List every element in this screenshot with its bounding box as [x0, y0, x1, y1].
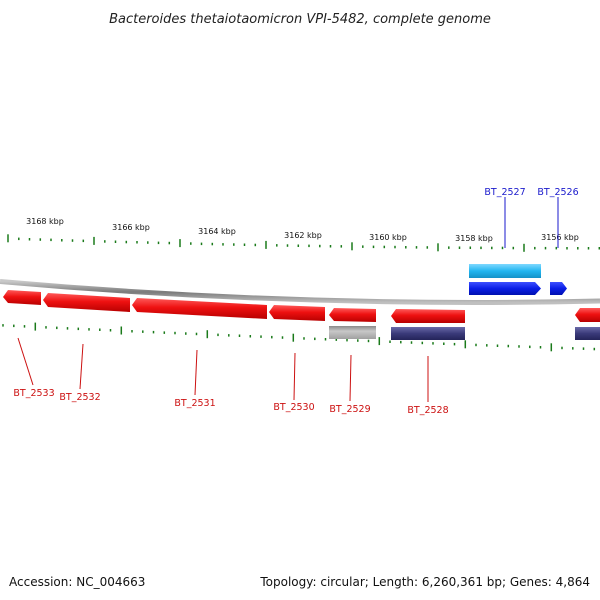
gene-label-bt-2532[interactable]: BT_2532 [59, 392, 100, 403]
gene-arrow-offscreen[interactable] [575, 308, 600, 322]
gene-arrow-bt-2526[interactable] [550, 282, 567, 295]
accession-text: Accession: NC_004663 [9, 575, 145, 589]
reverse-gene-arrows [3, 290, 600, 323]
outer-tick-ring [7, 234, 600, 252]
label-line-bt-2529 [349, 354, 352, 402]
gene-label-bt-2533[interactable]: BT_2533 [13, 388, 54, 399]
inner-tick-ring [2, 322, 596, 352]
genome-title: Bacteroides thetaiotaomicron VPI-5482, c… [109, 12, 491, 27]
genome-backbone [0, 279, 600, 305]
kbp-label-3160: 3160 kbp [369, 233, 407, 242]
cds-offscreen[interactable] [575, 327, 600, 340]
gene-arrow-bt-2532[interactable] [43, 293, 130, 312]
cds-bt-2529[interactable] [329, 326, 376, 339]
label-line-bt-2531 [194, 349, 198, 396]
gene-label-bt-2528[interactable]: BT_2528 [407, 405, 448, 416]
gene-arrow-bt-2533[interactable] [3, 290, 41, 305]
kbp-label-3158: 3158 kbp [455, 234, 493, 243]
gene-label-bt-2526[interactable]: BT_2526 [537, 187, 578, 198]
kbp-label-3168: 3168 kbp [26, 217, 64, 226]
gene-arrow-bt-2527[interactable] [469, 282, 541, 295]
kbp-label-3162: 3162 kbp [284, 231, 322, 240]
label-line-bt-2533 [17, 337, 34, 386]
gene-label-bt-2527[interactable]: BT_2527 [484, 187, 525, 198]
cds-bt-2528[interactable] [391, 327, 465, 340]
label-line-bt-2532 [79, 343, 84, 390]
reverse-label-lines [17, 337, 429, 402]
gene-arrow-bt-2529[interactable] [329, 308, 376, 322]
kbp-labels: 3168 kbp 3166 kbp 3164 kbp 3162 kbp 3160… [26, 217, 579, 243]
gene-arrow-bt-2531[interactable] [132, 298, 267, 319]
genome-info-text: Topology: circular; Length: 6,260,361 bp… [259, 575, 590, 589]
gene-arrow-bt-2528[interactable] [391, 309, 465, 323]
cds-bt-2527[interactable] [469, 264, 541, 278]
gene-label-bt-2529[interactable]: BT_2529 [329, 404, 370, 415]
kbp-label-3166: 3166 kbp [112, 223, 150, 232]
kbp-label-3164: 3164 kbp [198, 227, 236, 236]
gene-label-bt-2530[interactable]: BT_2530 [273, 402, 314, 413]
label-line-bt-2530 [293, 352, 296, 401]
gene-label-bt-2531[interactable]: BT_2531 [174, 398, 215, 409]
gene-arrow-bt-2530[interactable] [269, 305, 325, 321]
kbp-label-3156: 3156 kbp [541, 233, 579, 242]
